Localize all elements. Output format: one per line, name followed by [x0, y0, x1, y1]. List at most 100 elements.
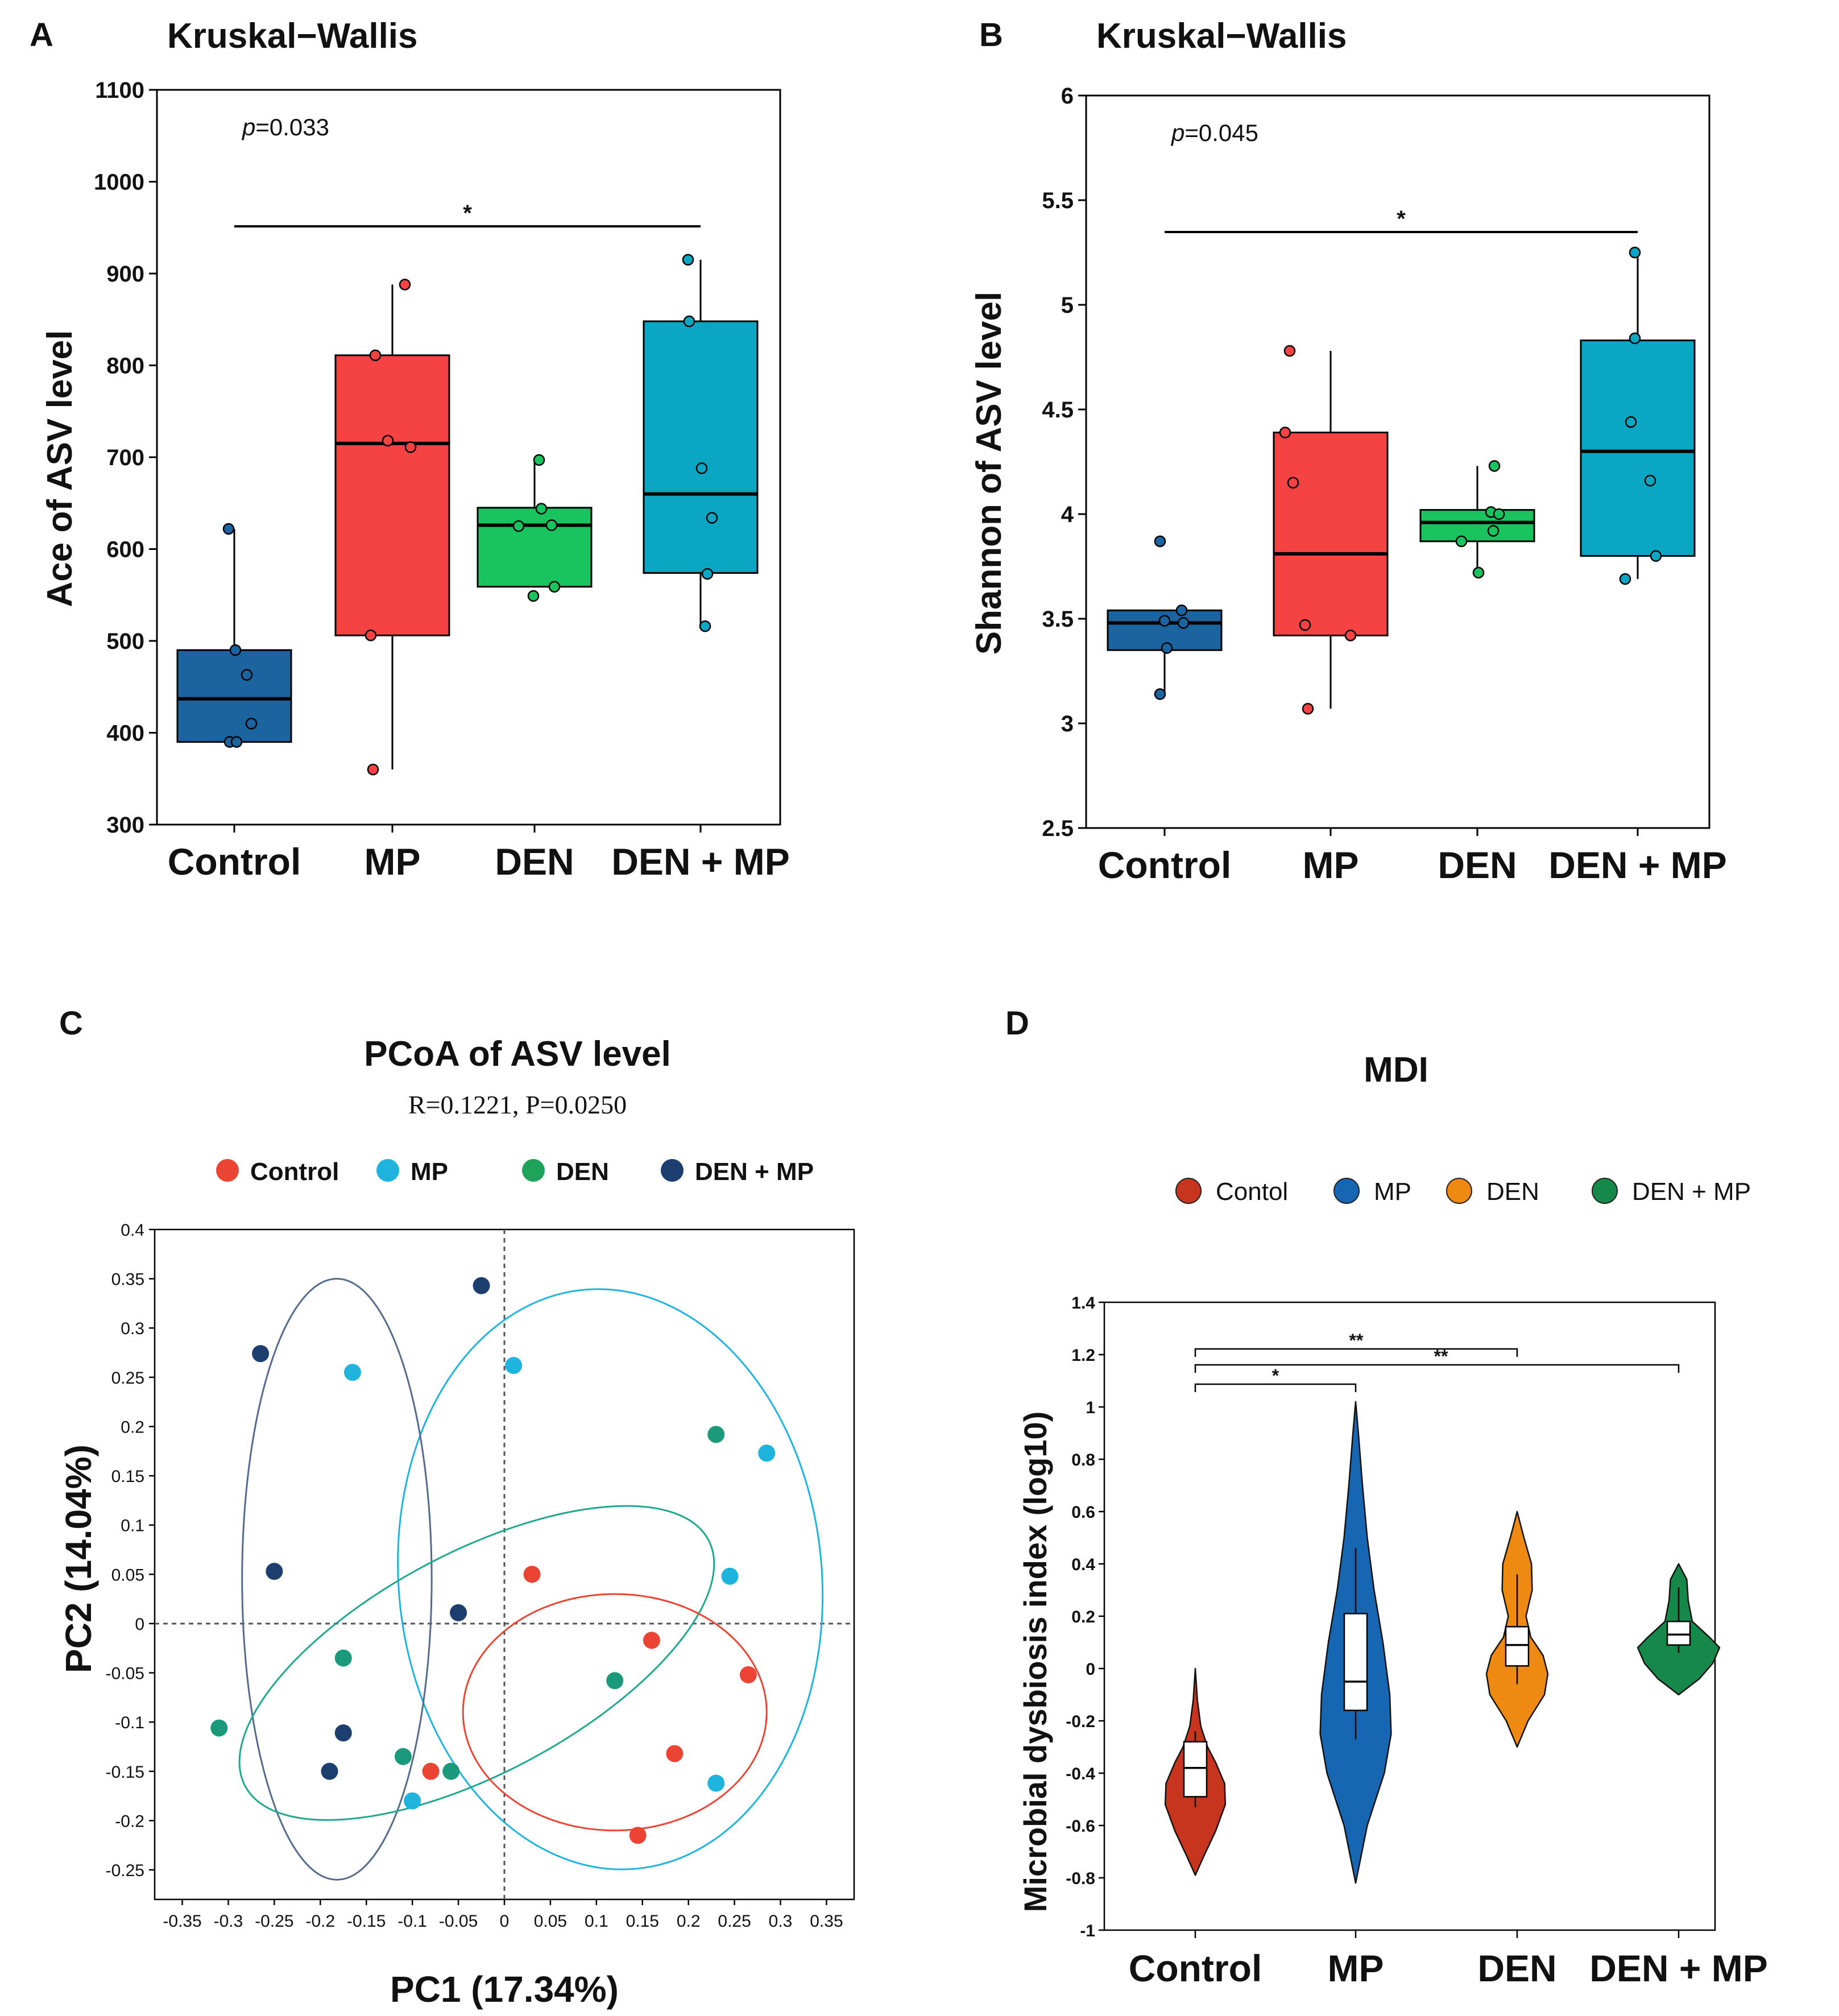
- b-point: [1650, 550, 1662, 562]
- c-point: [643, 1632, 660, 1649]
- c-point: [666, 1745, 684, 1762]
- c-point: [404, 1792, 421, 1810]
- b-ylabel: Shannon of ASV level: [970, 292, 1009, 655]
- c-ellipse-1: [397, 1288, 824, 1870]
- c-xtick-label: 0.05: [534, 1912, 567, 1931]
- c-legend-label: Control: [250, 1158, 339, 1186]
- d-legend-label: MP: [1374, 1178, 1411, 1206]
- c-xtick-label: -0.25: [255, 1912, 293, 1931]
- a-point: [512, 520, 525, 532]
- a-point: [365, 630, 377, 641]
- d-ytick-label: -0.2: [1066, 1712, 1095, 1731]
- b-ytick-label: 4.5: [1042, 398, 1074, 423]
- b-ytick-label: 4: [1061, 502, 1074, 527]
- c-ellipse-3: [241, 1278, 433, 1881]
- c-xtick-label: -0.35: [163, 1912, 201, 1931]
- c-ytick-label: 0.15: [111, 1467, 144, 1486]
- c-ytick-label: 0.25: [111, 1369, 144, 1388]
- b-point: [1283, 345, 1296, 357]
- c-xtick-label: -0.3: [214, 1912, 243, 1931]
- a-box-1: [334, 354, 450, 636]
- c-ytick-label: 0.35: [111, 1270, 144, 1289]
- a-point: [245, 718, 258, 730]
- b-point: [1472, 566, 1485, 579]
- b-box-3: [1580, 340, 1696, 557]
- b-point: [1625, 416, 1637, 428]
- a-point: [382, 434, 394, 447]
- a-point: [399, 279, 411, 291]
- d-legend-marker: [1446, 1178, 1472, 1204]
- d-legend-label: DEN: [1486, 1178, 1539, 1206]
- a-point: [527, 590, 540, 602]
- c-point: [450, 1604, 467, 1621]
- b-box-2: [1419, 509, 1535, 543]
- c-xtick-label: 0: [500, 1912, 510, 1931]
- c-chart: PCoA of ASV level R=0.1221, P=0.0250 Contr…: [58, 1034, 855, 2010]
- a-ytick-label: 900: [106, 262, 144, 287]
- b-box-1: [1273, 431, 1389, 636]
- c-point: [473, 1277, 490, 1294]
- b-point: [1619, 573, 1631, 585]
- c-ytick-label: 0.1: [121, 1517, 144, 1535]
- d-xtick-label: DEN: [1477, 1947, 1556, 1989]
- d-box: [1505, 1626, 1530, 1667]
- c-point: [252, 1345, 270, 1363]
- b-point: [1154, 535, 1166, 548]
- c-point: [422, 1762, 440, 1780]
- d-ylabel: Microbial dysbiosis index (log10): [1017, 1411, 1053, 1912]
- c-ytick-label: -0.2: [115, 1812, 144, 1831]
- a-title: Kruskal−Wallis: [167, 16, 418, 56]
- a-chart: Kruskal−Wallis 300 400 500 600 700 800 900 1000 1…: [40, 16, 790, 883]
- a-box-0: [176, 649, 292, 743]
- c-point: [707, 1426, 725, 1443]
- c-point: [629, 1827, 647, 1844]
- a-xtick-label: DEN: [495, 841, 574, 883]
- a-sig-label: *: [463, 201, 472, 226]
- c-xtick-label: 0.25: [718, 1912, 751, 1931]
- c-xtick-label: -0.05: [439, 1912, 478, 1931]
- d-title: MDI: [1364, 1050, 1428, 1090]
- c-point: [442, 1762, 460, 1780]
- d-xtick-label: Control: [1129, 1947, 1262, 1989]
- b-ytick-label: 3: [1061, 711, 1074, 736]
- c-point: [739, 1666, 757, 1684]
- b-point: [1175, 605, 1188, 616]
- b-xtick-label: DEN: [1438, 844, 1517, 886]
- a-ytick-label: 1100: [95, 78, 144, 103]
- c-ylabel: PC2 (14.04%): [58, 1444, 99, 1673]
- d-sig-bracket: [1194, 1364, 1680, 1373]
- c-subtitle: R=0.1221, P=0.0250: [408, 1090, 627, 1119]
- b-xtick-label: MP: [1303, 844, 1359, 886]
- c-ytick-label: -0.25: [106, 1861, 144, 1880]
- c-legend-marker: [661, 1159, 684, 1182]
- d-ytick-label: 0.4: [1071, 1555, 1095, 1574]
- a-ytick-label: 600: [106, 537, 144, 562]
- a-point: [367, 763, 379, 776]
- a-point: [369, 349, 382, 361]
- d-legend-marker: [1592, 1178, 1618, 1204]
- d-ytick-label: 1.2: [1071, 1346, 1095, 1365]
- d-ytick-label: 0: [1086, 1660, 1095, 1679]
- c-xtick-label: 0.1: [585, 1912, 608, 1931]
- panel-label-a: A: [30, 16, 53, 53]
- b-plot-frame: [1085, 94, 1710, 829]
- c-point: [334, 1649, 352, 1667]
- d-box: [1343, 1613, 1368, 1711]
- c-point: [721, 1567, 739, 1585]
- c-legend-label: DEN + MP: [695, 1158, 814, 1186]
- b-point: [1287, 477, 1299, 489]
- b-ytick-label: 2.5: [1042, 816, 1074, 841]
- d-sig-label: **: [1349, 1330, 1364, 1351]
- c-point: [394, 1748, 412, 1765]
- c-legend-label: DEN: [556, 1158, 609, 1186]
- b-sig-label: *: [1397, 206, 1406, 231]
- c-ytick-label: -0.1: [115, 1713, 144, 1732]
- d-box: [1183, 1741, 1208, 1798]
- a-box-3: [643, 320, 759, 574]
- c-ytick-label: 0.05: [111, 1566, 144, 1584]
- b-ytick-label: 5.5: [1042, 188, 1074, 213]
- c-ytick-label: -0.05: [106, 1665, 144, 1683]
- b-point: [1644, 474, 1656, 487]
- c-xtick-label: 0.35: [810, 1912, 843, 1931]
